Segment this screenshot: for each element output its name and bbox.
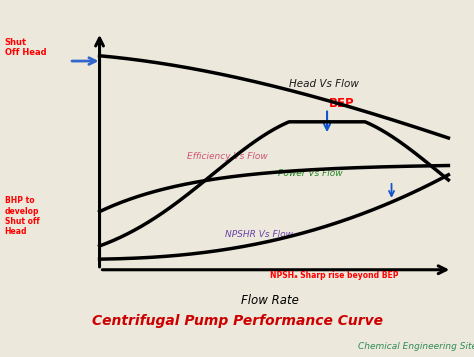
Text: NPSHR Vs Flow: NPSHR Vs Flow [225,230,292,239]
Text: BHP to
develop
Shut off
Head: BHP to develop Shut off Head [5,196,39,236]
Text: BEP: BEP [329,97,355,110]
Text: Flow Rate: Flow Rate [241,294,299,307]
Text: Shut
Off Head: Shut Off Head [5,38,46,57]
Text: Centrifugal Pump Performance Curve: Centrifugal Pump Performance Curve [91,314,383,328]
Text: Head Vs Flow: Head Vs Flow [289,80,359,90]
Text: NPSHₐ Sharp rise beyond BEP: NPSHₐ Sharp rise beyond BEP [270,271,399,280]
Text: Power Vs Flow: Power Vs Flow [278,169,342,178]
Text: Efficiency Vs Flow: Efficiency Vs Flow [187,152,267,161]
Text: Chemical Engineering Site: Chemical Engineering Site [357,342,474,351]
